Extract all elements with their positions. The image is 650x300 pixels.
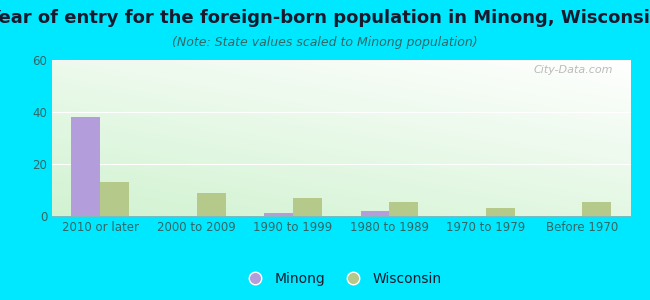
Bar bbox=[486, 208, 515, 216]
Bar bbox=[582, 202, 611, 216]
Text: (Note: State values scaled to Minong population): (Note: State values scaled to Minong pop… bbox=[172, 36, 478, 49]
Text: City-Data.com: City-Data.com bbox=[534, 65, 613, 75]
Bar bbox=[361, 211, 389, 216]
Bar bbox=[100, 182, 129, 216]
Bar bbox=[293, 198, 322, 216]
Bar bbox=[72, 117, 100, 216]
Legend: Minong, Wisconsin: Minong, Wisconsin bbox=[235, 267, 447, 292]
Bar bbox=[389, 202, 419, 216]
Bar bbox=[196, 193, 226, 216]
Bar bbox=[264, 213, 293, 216]
Text: Year of entry for the foreign-born population in Minong, Wisconsin: Year of entry for the foreign-born popul… bbox=[0, 9, 650, 27]
